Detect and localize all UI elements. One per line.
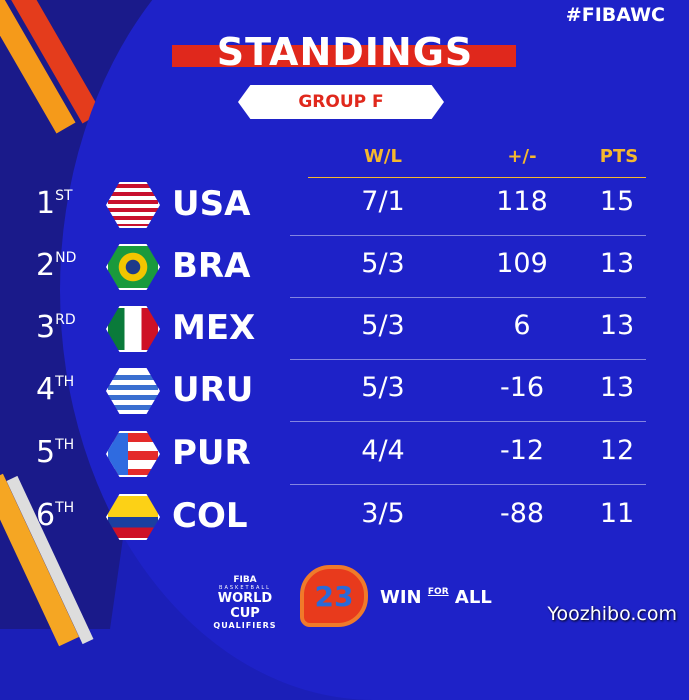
- rank: 4TH: [36, 372, 74, 407]
- rank-suffix: ST: [55, 188, 73, 204]
- rank: 5TH: [36, 435, 74, 470]
- point-diff: 109: [496, 248, 548, 279]
- row-divider: [290, 484, 646, 485]
- standings-row: 6TH COL 3/5 -88 11: [0, 486, 689, 548]
- point-diff: 6: [513, 310, 531, 341]
- world-cup-2023-logo: 23: [300, 565, 368, 627]
- rank-number: 3: [36, 310, 56, 345]
- team-name: BRA: [172, 246, 251, 286]
- usa-flag-icon: [106, 182, 160, 228]
- watermark: Yoozhibo.com: [547, 603, 677, 625]
- header-pts: PTS: [599, 146, 639, 167]
- colombia-flag-icon: [106, 494, 160, 540]
- rank: 2ND: [36, 248, 76, 283]
- standings-row: 1ST USA 7/1 118 15: [0, 174, 689, 236]
- fiba-wcq-logo: FIBA BASKETBALL WORLD CUP QUALIFIERS: [203, 575, 287, 630]
- rank: 6TH: [36, 498, 74, 533]
- uruguay-flag-icon: [106, 368, 160, 414]
- title-bar: [172, 45, 516, 67]
- fiba-text: FIBA: [233, 575, 257, 585]
- basketball-text: BASKETBALL: [219, 585, 271, 591]
- point-diff: -88: [499, 498, 545, 529]
- point-diff: 118: [496, 186, 548, 217]
- header-wl: W/L: [364, 146, 402, 167]
- rank-suffix: RD: [55, 312, 76, 328]
- win-loss: 4/4: [361, 435, 405, 466]
- points: 11: [599, 498, 635, 529]
- world-cup-text: WORLD CUP: [217, 591, 273, 621]
- points: 13: [599, 372, 635, 403]
- rank: 1ST: [36, 186, 73, 221]
- page-title: STANDINGS: [216, 30, 474, 74]
- win-loss: 5/3: [361, 372, 405, 403]
- team-name: URU: [172, 370, 254, 410]
- rank-suffix: TH: [55, 500, 75, 516]
- mexico-flag-icon: [106, 306, 160, 352]
- win-loss: 3/5: [361, 498, 405, 529]
- team-name: COL: [172, 496, 248, 536]
- team-name: USA: [172, 184, 251, 224]
- group-badge: GROUP F: [238, 85, 444, 119]
- team-name: MEX: [172, 308, 256, 348]
- win-loss: 5/3: [361, 310, 405, 341]
- qualifiers-text: QUALIFIERS: [213, 621, 277, 630]
- rank-number: 2: [36, 248, 56, 283]
- brazil-flag-icon: [106, 244, 160, 290]
- point-diff: -16: [499, 372, 545, 403]
- points: 13: [599, 248, 635, 279]
- rank-number: 6: [36, 498, 56, 533]
- standings-row: 3RD MEX 5/3 6 13: [0, 298, 689, 360]
- slogan-all: ALL: [454, 587, 492, 608]
- standings-row: 2ND BRA 5/3 109 13: [0, 236, 689, 298]
- rank: 3RD: [36, 310, 76, 345]
- row-divider: [290, 297, 646, 298]
- row-divider: [290, 235, 646, 236]
- rank-number: 5: [36, 435, 56, 470]
- win-loss: 7/1: [361, 186, 405, 217]
- rank-suffix: ND: [55, 250, 77, 266]
- standings-row: 5TH PUR 4/4 -12 12: [0, 423, 689, 485]
- rank-number: 1: [36, 186, 56, 221]
- rank-number: 4: [36, 372, 56, 407]
- rank-suffix: TH: [55, 374, 75, 390]
- row-divider: [290, 421, 646, 422]
- hashtag: #FIBAWC: [565, 4, 665, 26]
- points: 13: [599, 310, 635, 341]
- puerto-rico-flag-icon: [106, 431, 160, 477]
- row-divider: [290, 359, 646, 360]
- header-diff: +/-: [507, 146, 537, 167]
- slogan-for: FOR: [427, 587, 449, 597]
- team-name: PUR: [172, 433, 251, 473]
- standings-row: 4TH URU 5/3 -16 13: [0, 360, 689, 422]
- slogan-win: WIN: [380, 587, 422, 608]
- points: 15: [599, 186, 635, 217]
- points: 12: [599, 435, 635, 466]
- win-for-all-slogan: WIN FOR ALL: [380, 587, 492, 608]
- win-loss: 5/3: [361, 248, 405, 279]
- rank-suffix: TH: [55, 437, 75, 453]
- point-diff: -12: [499, 435, 545, 466]
- header-divider: [308, 177, 646, 178]
